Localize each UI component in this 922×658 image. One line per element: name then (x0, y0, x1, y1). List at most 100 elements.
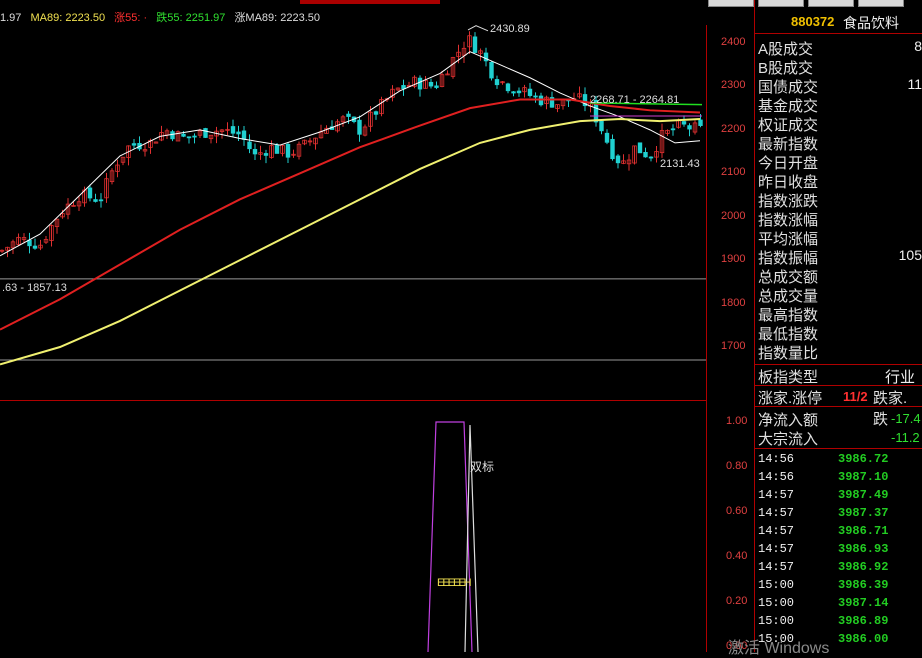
candle-body (593, 99, 599, 123)
tick-price: 3986.72 (838, 452, 889, 466)
tick-price: 3987.49 (838, 488, 889, 502)
indicator-tick-label: 0.60 (726, 505, 748, 517)
price-tick-label: 2300 (721, 79, 746, 92)
toolbar-button[interactable] (858, 0, 904, 7)
bulk-inflow-value: -11.2 (891, 430, 920, 445)
indicator-line-magenta (427, 421, 473, 652)
candle-body (175, 131, 181, 142)
tick-price: 3987.14 (838, 596, 889, 610)
candle-body (456, 51, 461, 57)
candle-body (285, 143, 291, 158)
stat-label: 总成交量 (758, 288, 819, 305)
candlestick-chart[interactable]: 2430.89 2268.71 - 2264.81 2131.43 .63 - 185… (0, 0, 755, 400)
tick-price: 3987.10 (838, 470, 889, 484)
candle-body (60, 213, 65, 218)
candle-body (401, 85, 406, 90)
bulk-inflow-label: 大宗流入 (758, 431, 819, 448)
candle-body (274, 145, 280, 154)
candle-body (505, 83, 511, 92)
stat-row: 指数量比 (758, 342, 922, 362)
panel-divider (755, 448, 922, 449)
panel-header: 880372 食品饮料 (755, 8, 922, 34)
stat-row: 指数涨跌 (758, 190, 922, 210)
candle-body (241, 130, 247, 140)
candle-body (637, 142, 643, 154)
candle-body (153, 141, 159, 144)
candle-body (610, 138, 615, 160)
stat-label: 指数涨幅 (758, 212, 819, 229)
tick-price: 3986.93 (838, 542, 889, 556)
net-inflow-row: 净流入额 (758, 409, 818, 429)
candle-body (54, 218, 60, 227)
candle-body (599, 120, 604, 132)
candle-body (104, 178, 109, 199)
tick-time: 14:57 (758, 506, 795, 520)
tick-row: 14:57 3986.93 (755, 542, 922, 560)
candle-body (692, 122, 698, 133)
stat-label: 最高指数 (758, 307, 819, 324)
stat-value: 8 (914, 38, 922, 54)
candle-body (450, 57, 456, 77)
candle-body (648, 156, 654, 159)
candle-body (93, 199, 98, 202)
legend-die55: 跌55: 2251.97 (156, 12, 226, 24)
left-range-annotation: .63 - 1857.13 (2, 282, 67, 294)
stat-row: 指数振幅 105 (758, 247, 922, 267)
stat-row: A股成交 8 (758, 38, 922, 58)
block-type-row: 板指类型 (758, 366, 819, 386)
toolbar-button[interactable] (808, 0, 854, 7)
tick-price: 3987.37 (838, 506, 889, 520)
candle-body (698, 119, 703, 126)
candle-body (489, 62, 494, 79)
candle-body (49, 225, 54, 241)
panel-divider (755, 385, 922, 386)
candle-body (263, 153, 269, 156)
stat-label: 指数量比 (758, 345, 819, 362)
high-pointer (467, 25, 489, 32)
candle-body (131, 143, 137, 146)
tick-time: 14:57 (758, 488, 795, 502)
candle-body (461, 47, 467, 56)
stat-label: 基金成交 (758, 98, 819, 115)
legend-zhang55: 涨55: · (114, 12, 148, 24)
legend-ma89: MA89: 2223.50 (30, 12, 106, 24)
candle-body (527, 88, 533, 96)
candle-body (280, 144, 285, 154)
up-limit-label: 涨家.涨停 (758, 390, 823, 407)
indicator-tick-label: 1.00 (726, 415, 748, 427)
candle-body (654, 151, 659, 158)
candle-body (120, 156, 126, 163)
candle-body (500, 81, 505, 84)
stat-label: B股成交 (758, 60, 814, 77)
stat-label: 昨日收盘 (758, 174, 819, 191)
candle-body (32, 245, 38, 249)
candle-body (10, 241, 16, 249)
candle-body (582, 94, 588, 107)
toolbar-button[interactable] (758, 0, 804, 7)
stat-row: 总成交额 (758, 266, 922, 286)
price-tick-label: 2400 (721, 36, 746, 48)
candle-body (115, 164, 120, 172)
candle-body (439, 74, 445, 87)
candle-body (632, 145, 637, 164)
candle-body (665, 129, 670, 134)
stat-label: 国债成交 (758, 79, 819, 96)
high-annotation: 2430.89 (490, 23, 530, 35)
candle-body (16, 236, 21, 245)
tick-row: 15:00 3986.89 (755, 614, 922, 632)
panel-divider (755, 406, 922, 407)
candle-body (0, 249, 5, 252)
candle-body (71, 204, 76, 207)
stat-row: 最高指数 (758, 304, 922, 324)
stat-row: 昨日收盘 (758, 171, 922, 191)
candle-body (494, 79, 500, 86)
stat-row: 基金成交 (758, 95, 922, 115)
indicator-tick-label: 0.40 (726, 550, 748, 562)
candle-body (21, 237, 27, 240)
toolbar-button[interactable] (708, 0, 754, 7)
price-tick-label: 2200 (721, 122, 746, 135)
price-tick-label: 2000 (721, 209, 746, 222)
block-type-label: 板指类型 (758, 369, 819, 386)
stat-label: A股成交 (758, 41, 814, 58)
indicator-tick-label: 0.00 (726, 640, 748, 652)
